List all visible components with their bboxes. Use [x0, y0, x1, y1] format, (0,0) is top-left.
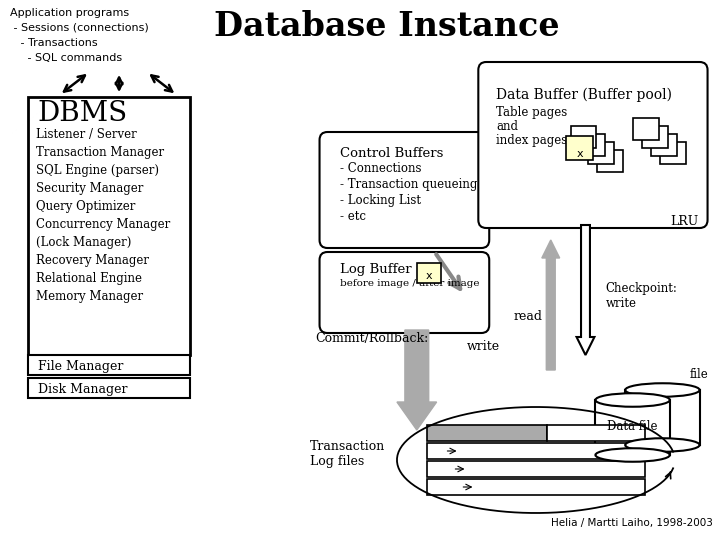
Text: write: write — [606, 297, 636, 310]
Text: before image / after image: before image / after image — [341, 279, 480, 288]
Text: File Manager: File Manager — [37, 360, 123, 373]
Bar — [571, 126, 596, 148]
FancyBboxPatch shape — [320, 132, 489, 248]
Ellipse shape — [625, 383, 700, 397]
Text: Database Instance: Database Instance — [215, 10, 560, 43]
Bar — [546, 425, 645, 441]
Text: (Lock Manager): (Lock Manager) — [36, 236, 131, 249]
Text: Listener / Server: Listener / Server — [36, 128, 137, 141]
Bar — [427, 425, 546, 441]
Text: SQL Engine (parser): SQL Engine (parser) — [36, 164, 158, 177]
FancyArrow shape — [542, 240, 559, 370]
Text: LRU: LRU — [670, 215, 698, 228]
Bar — [651, 134, 677, 156]
Text: Relational Engine: Relational Engine — [36, 272, 142, 285]
Text: Log Buffer: Log Buffer — [341, 263, 412, 276]
Text: index pages: index pages — [496, 134, 567, 147]
Text: DBMS: DBMS — [37, 100, 128, 127]
Text: Recovery Manager: Recovery Manager — [36, 254, 149, 267]
Text: Application programs: Application programs — [10, 8, 129, 18]
Text: Security Manager: Security Manager — [36, 182, 143, 195]
Ellipse shape — [595, 448, 670, 462]
Bar — [417, 263, 441, 283]
Text: Control Buffers: Control Buffers — [341, 147, 444, 160]
Text: Concurrency Manager: Concurrency Manager — [36, 218, 170, 231]
Bar — [660, 142, 685, 164]
FancyBboxPatch shape — [320, 252, 489, 333]
FancyBboxPatch shape — [478, 62, 708, 228]
Text: Memory Manager: Memory Manager — [36, 290, 143, 303]
Text: - Locking List: - Locking List — [341, 194, 421, 207]
Text: and: and — [496, 120, 518, 133]
Text: - Sessions (connections): - Sessions (connections) — [10, 23, 148, 33]
Text: read: read — [514, 310, 543, 323]
Text: Commit/Rollback:: Commit/Rollback: — [315, 332, 429, 345]
Text: - Transactions: - Transactions — [10, 38, 97, 48]
Text: x: x — [576, 149, 583, 159]
Bar — [427, 461, 645, 477]
Text: - Connections: - Connections — [341, 162, 422, 175]
Bar — [566, 136, 593, 160]
FancyArrow shape — [397, 330, 436, 430]
Ellipse shape — [595, 393, 670, 407]
Bar — [598, 150, 624, 172]
Text: write: write — [467, 340, 500, 353]
Text: - Transaction queueing: - Transaction queueing — [341, 178, 478, 191]
Bar — [28, 355, 189, 375]
Text: Table pages: Table pages — [496, 106, 567, 119]
Bar — [580, 134, 606, 156]
Bar — [28, 378, 189, 398]
Bar — [625, 390, 700, 445]
Text: - SQL commands: - SQL commands — [10, 53, 122, 63]
Text: Transaction
Log files: Transaction Log files — [310, 440, 385, 468]
Bar — [595, 400, 670, 455]
Text: Data file: Data file — [607, 420, 657, 433]
Text: Checkpoint:: Checkpoint: — [606, 282, 678, 295]
Text: Data Buffer (Buffer pool): Data Buffer (Buffer pool) — [496, 88, 672, 103]
Text: file: file — [690, 368, 708, 381]
Bar — [427, 443, 645, 459]
Bar — [633, 118, 659, 140]
Ellipse shape — [625, 438, 700, 452]
Bar — [28, 97, 189, 355]
Text: Disk Manager: Disk Manager — [37, 383, 127, 396]
Text: Transaction Manager: Transaction Manager — [36, 146, 164, 159]
Text: x: x — [426, 271, 432, 281]
Bar — [427, 479, 645, 495]
Text: Helia / Martti Laiho, 1998-2003: Helia / Martti Laiho, 1998-2003 — [551, 518, 713, 528]
Text: Query Optimizer: Query Optimizer — [36, 200, 135, 213]
Bar — [642, 126, 668, 148]
FancyArrow shape — [577, 225, 595, 355]
Text: - etc: - etc — [341, 210, 366, 223]
Bar — [588, 142, 614, 164]
